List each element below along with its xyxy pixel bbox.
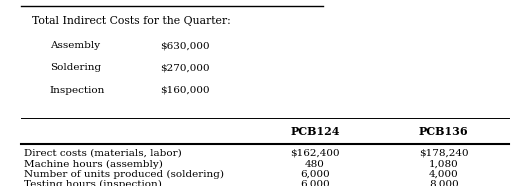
Text: $270,000: $270,000 <box>160 63 210 72</box>
Text: 6,000: 6,000 <box>300 170 330 179</box>
Text: 6,000: 6,000 <box>300 180 330 186</box>
Text: Total Indirect Costs for the Quarter:: Total Indirect Costs for the Quarter: <box>32 16 230 26</box>
Text: PCB136: PCB136 <box>419 126 468 137</box>
Text: Number of units produced (soldering): Number of units produced (soldering) <box>24 170 224 179</box>
Text: $630,000: $630,000 <box>160 41 210 50</box>
Text: $160,000: $160,000 <box>160 86 210 95</box>
Text: 4,000: 4,000 <box>429 170 458 179</box>
Text: Testing hours (inspection): Testing hours (inspection) <box>24 179 162 186</box>
Text: PCB124: PCB124 <box>290 126 340 137</box>
Text: Inspection: Inspection <box>50 86 105 95</box>
Text: 480: 480 <box>305 160 325 169</box>
Text: 1,080: 1,080 <box>429 160 458 169</box>
Text: $178,240: $178,240 <box>419 149 468 158</box>
Text: Assembly: Assembly <box>50 41 100 50</box>
Text: Machine hours (assembly): Machine hours (assembly) <box>24 160 163 169</box>
Text: Soldering: Soldering <box>50 63 101 72</box>
Text: Direct costs (materials, labor): Direct costs (materials, labor) <box>24 149 181 158</box>
Text: $162,400: $162,400 <box>290 149 340 158</box>
Text: 8,000: 8,000 <box>429 180 458 186</box>
